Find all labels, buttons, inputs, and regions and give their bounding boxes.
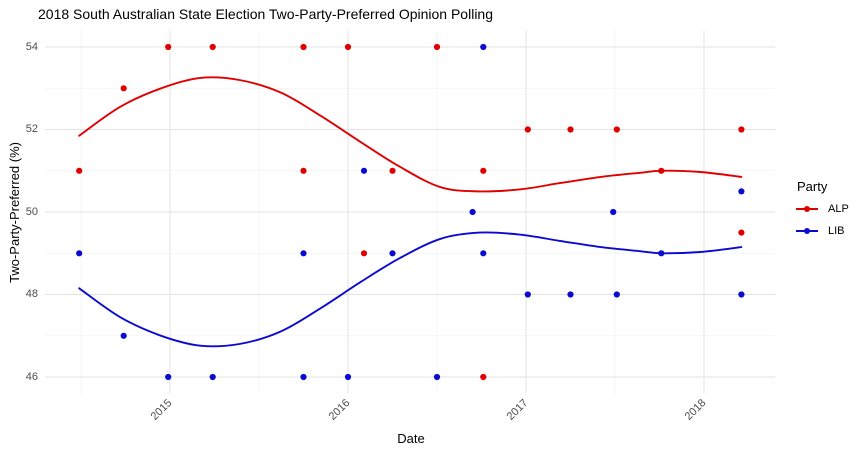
- data-point-lib: [209, 373, 216, 381]
- y-tick-label: 46: [25, 370, 38, 383]
- legend-entry-lib: LIB: [795, 225, 849, 237]
- data-point-alp: [76, 167, 83, 174]
- legend-key-lib-icon: [796, 228, 818, 234]
- data-point-lib: [524, 291, 531, 298]
- y-tick-label: 48: [25, 288, 38, 300]
- data-point-lib: [76, 250, 83, 257]
- legend-title: Party: [797, 179, 828, 194]
- data-point-lib: [738, 291, 745, 298]
- legend: Party ALP LIB: [795, 179, 849, 247]
- data-point-alp: [613, 126, 620, 133]
- legend-key-alp-icon: [796, 206, 818, 212]
- data-point-lib: [300, 373, 307, 381]
- data-point-lib: [480, 43, 487, 51]
- data-point-alp: [658, 167, 665, 174]
- legend-label: ALP: [828, 203, 849, 215]
- data-point-lib: [469, 208, 476, 216]
- y-tick-label: 50: [25, 205, 38, 218]
- data-point-lib: [300, 250, 307, 257]
- data-point-lib: [120, 332, 127, 339]
- legend-entry-alp: ALP: [795, 203, 849, 215]
- chart-title: 2018 South Australian State Election Two…: [38, 6, 493, 22]
- data-point-lib: [433, 373, 441, 381]
- y-tick-label: 54: [25, 40, 38, 53]
- data-point-alp: [300, 43, 307, 51]
- data-point-alp: [738, 126, 745, 133]
- y-tick-label: 52: [25, 123, 38, 135]
- data-point-alp: [433, 43, 441, 51]
- data-point-alp: [209, 43, 216, 51]
- data-point-alp: [389, 167, 396, 174]
- data-point-alp: [567, 126, 574, 133]
- data-point-lib: [613, 291, 620, 298]
- data-point-alp: [524, 126, 531, 133]
- data-point-lib: [165, 373, 172, 381]
- data-point-alp: [120, 85, 127, 92]
- data-point-alp: [738, 229, 745, 236]
- x-axis-title: Date: [397, 431, 425, 446]
- data-point-lib: [567, 291, 574, 298]
- data-point-lib: [360, 167, 368, 174]
- data-point-alp: [360, 250, 368, 257]
- data-point-alp: [165, 43, 172, 51]
- legend-label: LIB: [828, 225, 845, 237]
- data-point-alp: [480, 373, 487, 381]
- data-point-lib: [658, 250, 665, 257]
- data-point-alp: [344, 43, 352, 51]
- data-point-lib: [480, 250, 487, 257]
- data-point-lib: [610, 208, 617, 216]
- data-point-alp: [300, 167, 307, 174]
- data-point-lib: [389, 250, 396, 257]
- trend-line-alp: [78, 76, 743, 193]
- data-point-lib: [738, 188, 745, 195]
- data-point-lib: [344, 373, 352, 381]
- trend-line-lib: [78, 231, 743, 348]
- legend-entries: ALP LIB: [795, 203, 849, 237]
- data-point-alp: [480, 167, 487, 174]
